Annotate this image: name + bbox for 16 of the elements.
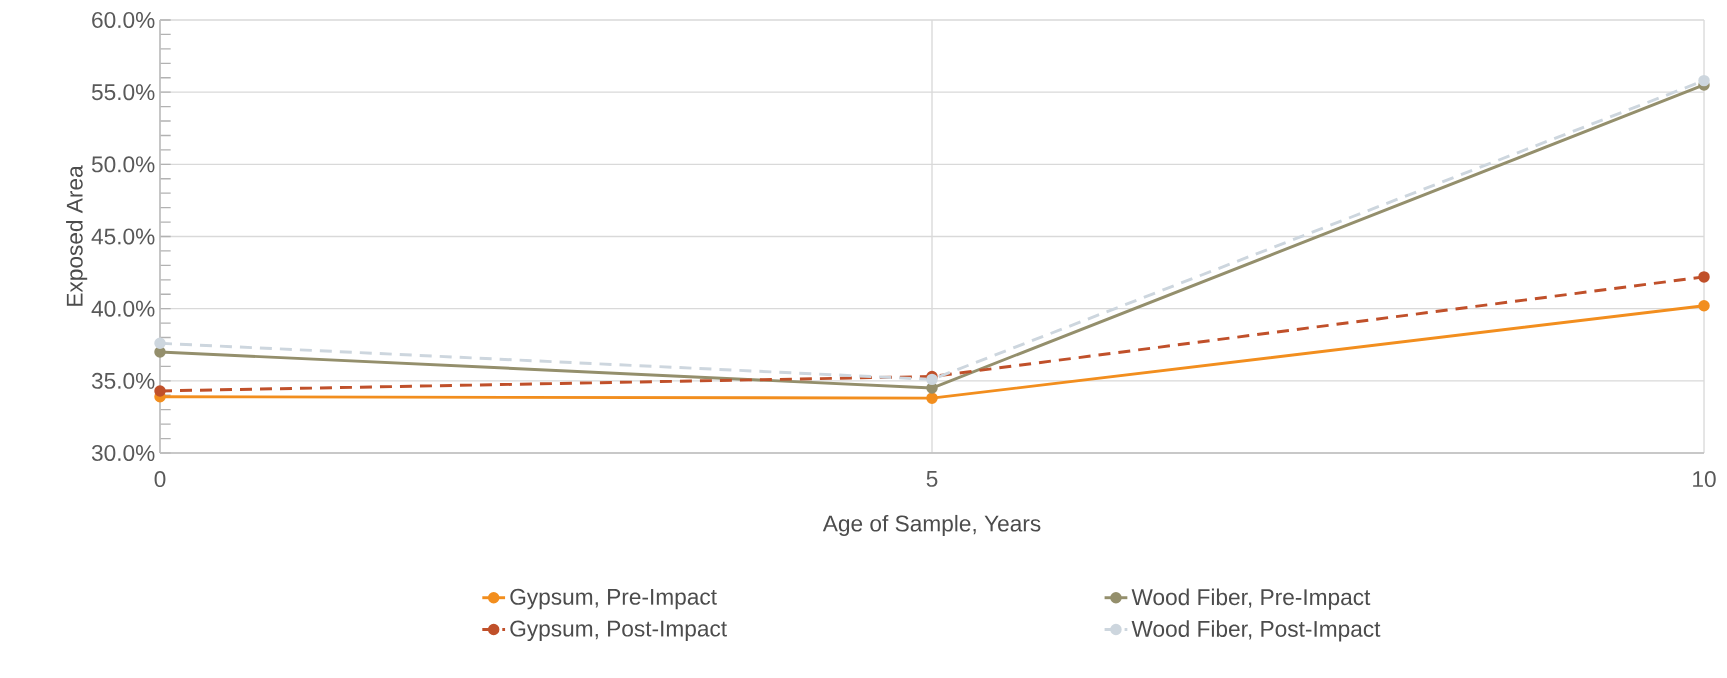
x-tick-label: 5 (926, 471, 938, 487)
x-tick-label: 0 (154, 471, 166, 488)
y-axis-title: Exposed Area (66, 165, 88, 306)
legend-label: Gypsum, Post-Impact (510, 620, 727, 642)
y-tick-label: 40.0% (91, 300, 155, 317)
y-tick-label: 30.0% (91, 444, 155, 462)
y-tick-label: 55.0% (91, 84, 155, 101)
y-tick-label: 45.0% (91, 228, 155, 245)
y-tick-label: 60.0% (92, 11, 155, 29)
legend-label: Gypsum, Pre-Impact (510, 588, 717, 610)
legend-label: Wood Fiber, Pre-Impact (1131, 588, 1371, 610)
legend-label: Wood Fiber, Post-Impact (1131, 620, 1381, 642)
x-axis-title: Age of Sample, Years (822, 514, 1041, 537)
y-tick-label: 50.0% (91, 156, 155, 173)
y-tick-label: 35.0% (91, 372, 155, 389)
x-tick-label: 10 (1693, 471, 1716, 488)
